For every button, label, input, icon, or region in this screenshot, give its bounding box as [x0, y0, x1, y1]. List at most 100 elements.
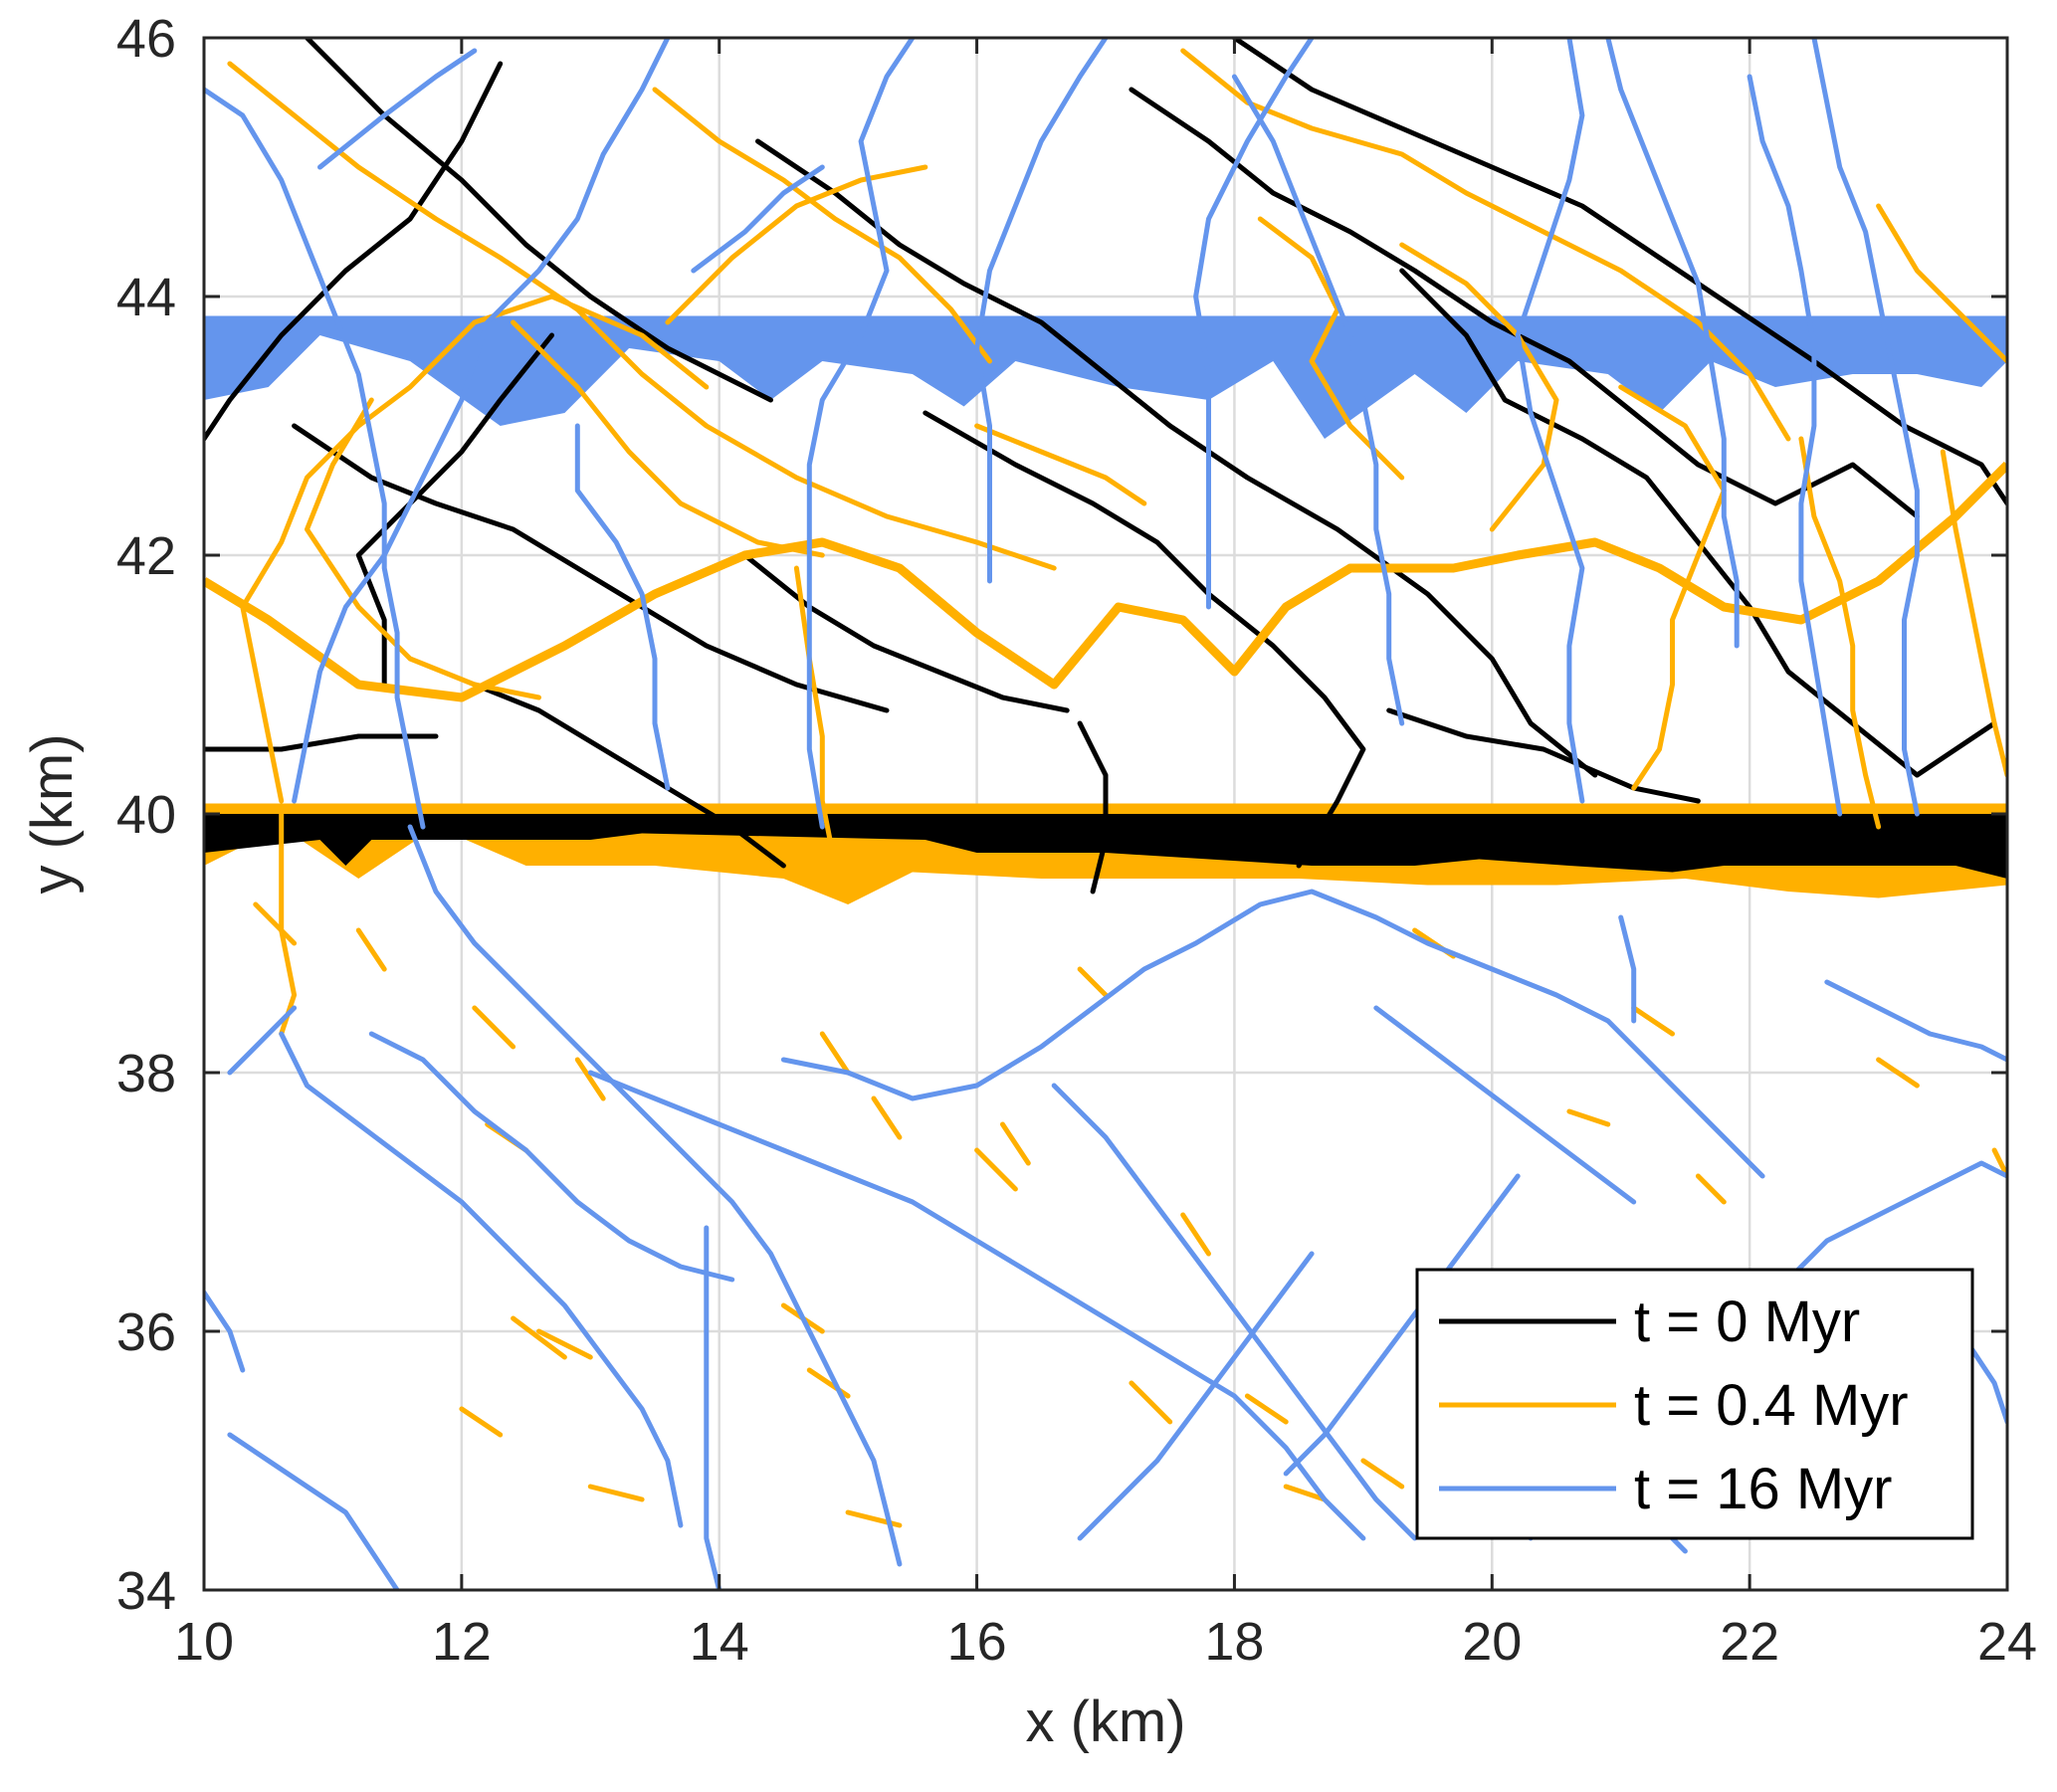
series-0-channels: [204, 38, 2007, 895]
channel: [227, 61, 1057, 571]
y-tick-label: 42: [116, 526, 176, 586]
channel: [368, 1031, 735, 1283]
legend-label: t = 0 Myr: [1634, 1290, 1860, 1354]
channel: [1399, 242, 1559, 532]
channel-stub: [1077, 966, 1109, 998]
channel: [1077, 1251, 1315, 1541]
channel-stub: [472, 1005, 516, 1050]
channel-stub: [511, 1315, 567, 1360]
channel: [1747, 74, 1843, 817]
scarp-front: [204, 461, 2007, 702]
channel: [1876, 203, 2007, 364]
channel: [665, 164, 928, 325]
x-axis-label: x (km): [1025, 1690, 1185, 1754]
channel-stub: [1000, 1121, 1031, 1166]
channel-stub: [1129, 1380, 1173, 1425]
x-tick-label: 22: [1720, 1612, 1779, 1672]
channel: [1605, 38, 1740, 649]
channel-stub: [1991, 1147, 2007, 1179]
x-tick-label: 18: [1204, 1612, 1264, 1672]
x-tick-label: 16: [947, 1612, 1007, 1672]
y-tick-label: 40: [116, 785, 176, 845]
channel-stub: [355, 927, 387, 972]
channel: [691, 164, 825, 274]
y-tick-label: 36: [116, 1302, 176, 1362]
channel-stub: [536, 1328, 593, 1360]
channel-stub: [1244, 1393, 1289, 1425]
channel: [974, 38, 1109, 584]
channel: [1051, 1083, 1418, 1541]
channel: [227, 1432, 400, 1590]
channel: [1811, 38, 1920, 817]
channel-stub: [459, 1406, 504, 1438]
channel-stub: [819, 1031, 851, 1076]
channel: [1180, 48, 1791, 442]
channel-stub: [1695, 1173, 1727, 1205]
channel-stub: [1360, 1458, 1405, 1490]
channel: [1231, 38, 2007, 506]
y-axis-label: y (km): [20, 733, 85, 894]
y-tick-label: 34: [116, 1561, 176, 1621]
channel: [407, 824, 903, 1567]
channel: [1399, 268, 1997, 778]
x-tick-label: 10: [174, 1612, 234, 1672]
channel: [1798, 436, 1882, 830]
x-tick-label: 12: [432, 1612, 492, 1672]
legend-label: t = 0.4 Myr: [1634, 1373, 1909, 1438]
channel: [755, 138, 1598, 778]
channel: [292, 423, 890, 713]
channel: [227, 1005, 298, 1076]
channel: [204, 61, 504, 442]
y-tick-label: 44: [116, 268, 176, 327]
channel-stub: [974, 1147, 1018, 1192]
channel: [1618, 914, 1637, 1024]
channel: [279, 1031, 684, 1528]
legend: t = 0 Myr t = 0.4 Myr t = 16 Myr: [1415, 1268, 1974, 1540]
channel-stub: [253, 901, 298, 946]
channel: [574, 423, 671, 791]
channel: [204, 733, 439, 752]
channel: [704, 1225, 722, 1590]
channel: [652, 87, 992, 364]
y-tick-label: 38: [116, 1044, 176, 1103]
channel: [1515, 38, 1585, 804]
channel: [923, 410, 1366, 869]
channel: [292, 38, 671, 804]
channel: [204, 87, 426, 830]
x-tick-label: 24: [1977, 1612, 2037, 1672]
legend-label: t = 16 Myr: [1634, 1457, 1892, 1521]
channel: [1373, 1005, 1637, 1205]
channel: [1231, 74, 1405, 726]
axis-ticks: [202, 36, 2009, 1592]
channel-stub: [587, 1484, 645, 1502]
series-1-channels: [204, 48, 2007, 1528]
channel-stub: [1631, 1005, 1675, 1037]
x-tick-label: 14: [690, 1612, 749, 1672]
channel: [317, 48, 478, 170]
channel: [1129, 87, 1920, 519]
channel-stub: [1876, 1057, 1920, 1089]
channel: [793, 565, 838, 869]
channel-stub: [574, 1057, 606, 1101]
channel: [587, 1070, 1366, 1541]
channel-stub: [1566, 1108, 1611, 1127]
channel: [204, 1290, 246, 1373]
channel-stub: [1180, 1212, 1211, 1257]
channel: [1077, 720, 1109, 895]
channel: [511, 319, 825, 558]
channel-stub: [1283, 1484, 1328, 1502]
channel: [806, 38, 916, 830]
channel: [1283, 1173, 1521, 1477]
channel-stub: [871, 1095, 903, 1140]
channel: [472, 682, 786, 869]
channel: [1965, 1341, 2007, 1425]
channel: [974, 423, 1147, 506]
y-tick-label: 46: [116, 9, 176, 69]
channel: [780, 889, 1765, 1179]
x-tick-label: 20: [1462, 1612, 1522, 1672]
y-tick-labels: 34 36 38 40 42 44 46: [116, 9, 176, 1621]
x-tick-labels: 10 12 14 16 18 20 22 24: [174, 1612, 2037, 1672]
channel: [1386, 707, 1701, 804]
channel: [1257, 216, 1405, 481]
